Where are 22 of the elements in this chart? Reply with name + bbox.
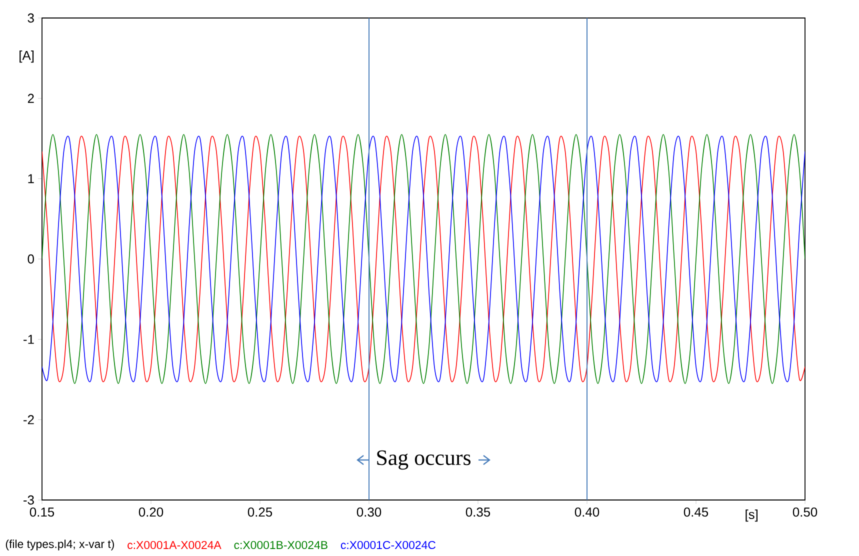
text: c:X0001B-X0024B [234,540,328,550]
x-tick-label: 0.25 [248,508,272,517]
text: c:X0001C-X0024C [340,540,436,550]
x-tick-label: 0.20 [138,508,164,517]
y-tick-label: 0 [28,254,34,264]
y-tick-label: -3 [24,495,34,505]
y-tick-label: -1 [24,334,34,344]
text: (file types.pl4; x-var t) [6,540,114,550]
x-tick-label: 0.30 [356,508,382,517]
y-tick-label: 3 [28,13,34,23]
text: c:X0001A-X0024A [128,540,222,550]
y-tick-label: -2 [24,415,34,424]
x-tick-label: 0.15 [30,508,54,517]
annotation: Sag occurs [377,450,470,470]
y-tick-label: 1 [28,174,34,184]
x-tick-label: 0.45 [684,508,708,517]
x-tick-label: 0.50 [792,508,818,517]
x-axis-title: [s] [746,510,758,522]
y-tick-label: 2 [28,94,34,103]
y-axis-title: [A] [20,50,34,63]
x-tick-label: 0.40 [574,508,600,517]
x-tick-label: 0.35 [466,508,490,517]
